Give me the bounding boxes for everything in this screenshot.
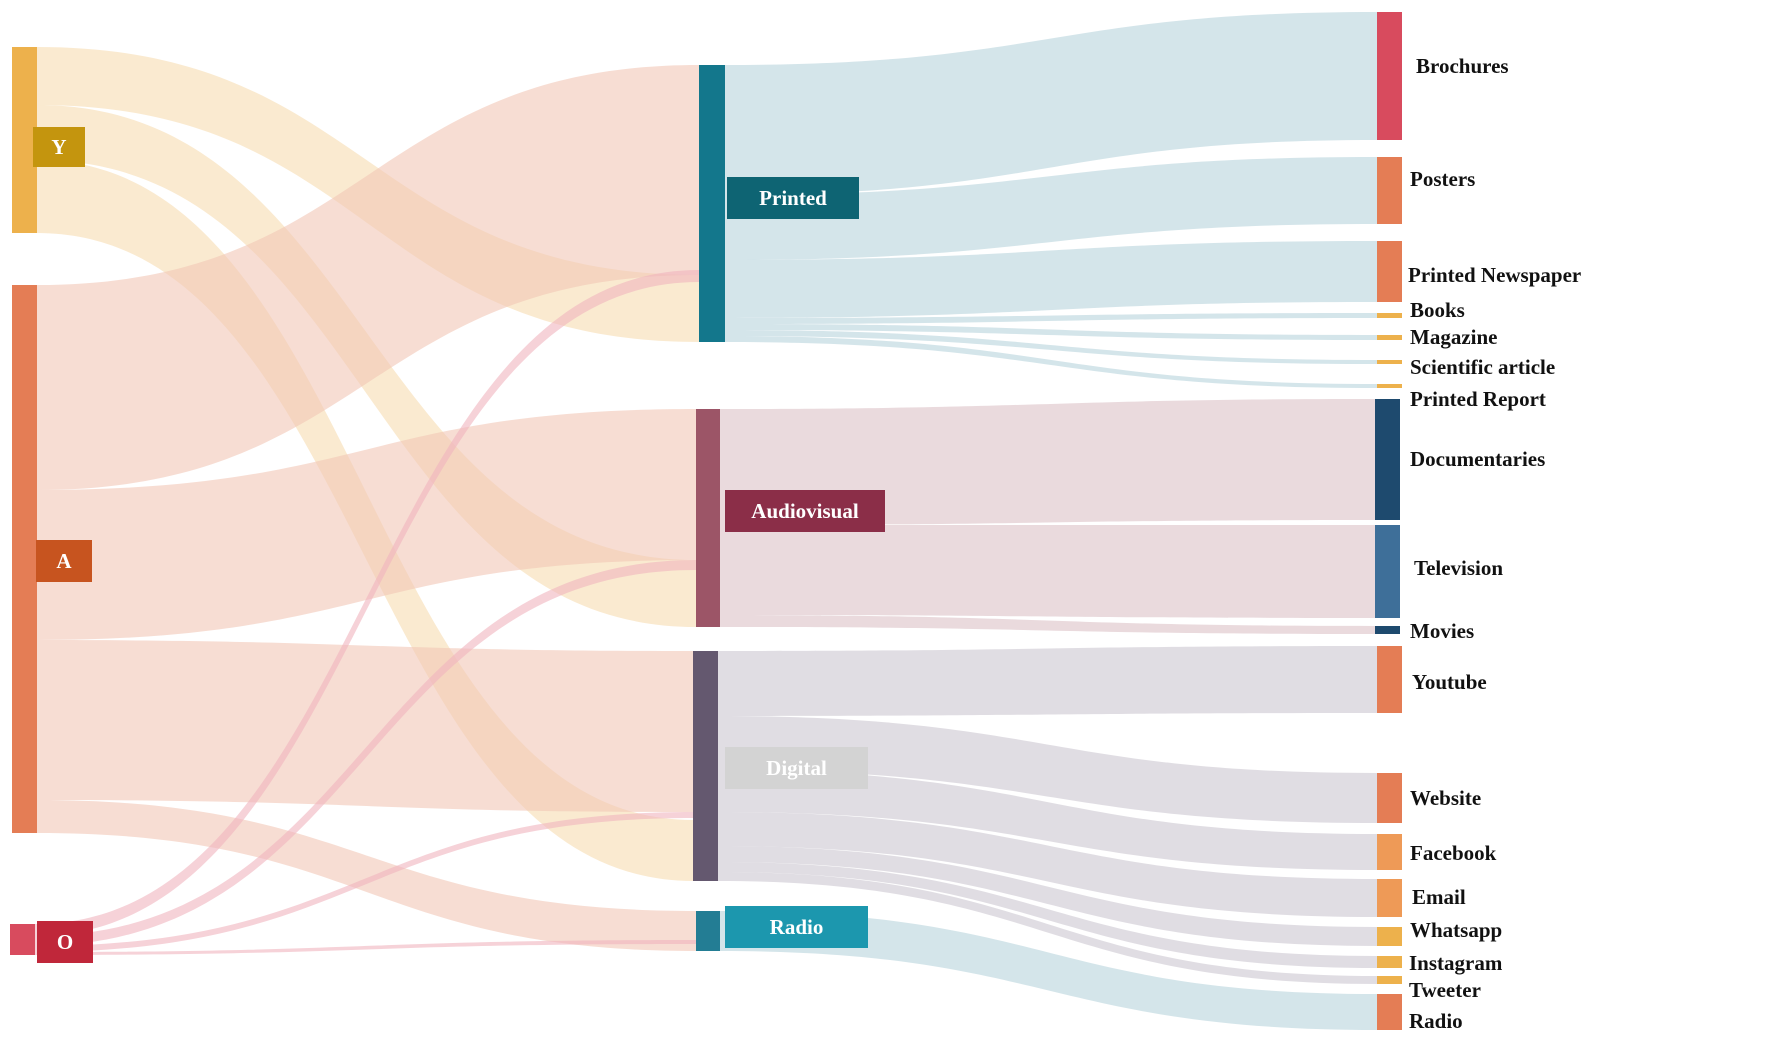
channel-label-documentaries: Documentaries [1410, 447, 1545, 471]
channel-label-website: Website [1410, 786, 1481, 810]
channel-label-posters: Posters [1410, 167, 1475, 191]
node-bar-facebook [1377, 834, 1402, 870]
node-bar-posters [1377, 157, 1402, 224]
channel-label-magazine: Magazine [1410, 325, 1497, 349]
channel-label-printed-newspaper: Printed Newspaper [1408, 263, 1581, 287]
node-label-y: Y [33, 127, 85, 167]
node-bar-books [1377, 313, 1402, 318]
node-bar-printed-report [1377, 384, 1402, 388]
node-bar-radio [696, 911, 720, 951]
channel-label-whatsapp: Whatsapp [1410, 918, 1502, 942]
node-label-a: A [36, 540, 92, 582]
node-label-text-y: Y [51, 135, 66, 159]
node-bar-brochures [1377, 12, 1402, 140]
node-bar-digital [693, 651, 718, 881]
node-bar-scientific-article [1377, 360, 1402, 364]
link-a-to-printed [37, 65, 699, 490]
channel-label-youtube: Youtube [1412, 670, 1487, 694]
channel-label-email: Email [1412, 885, 1466, 909]
node-bar-movies [1375, 626, 1400, 634]
node-label-printed: Printed [727, 177, 859, 219]
channel-label-books: Books [1410, 298, 1465, 322]
link-digital-to-youtube [718, 646, 1377, 716]
node-bars [10, 12, 1402, 1030]
link-printed-to-printed-newspaper [725, 241, 1377, 318]
link-digital-to-email [718, 812, 1377, 917]
node-label-audiovisual: Audiovisual [725, 490, 885, 532]
link-printed-to-brochures [725, 12, 1377, 195]
node-label-o: O [37, 921, 93, 963]
node-labels: Y A O Printed Audiovisual Digital Radio Brochur… [33, 54, 1581, 1033]
link-digital-to-website [718, 716, 1377, 823]
node-bar-documentaries [1375, 399, 1400, 520]
link-a-to-audiovisual [37, 409, 696, 640]
channel-label-printed-report: Printed Report [1410, 387, 1546, 411]
link-digital-to-tweeter [718, 872, 1377, 984]
node-bar-television [1375, 525, 1400, 618]
channel-label-movies: Movies [1410, 619, 1474, 643]
node-bar-y [12, 47, 37, 233]
link-digital-to-instagram [718, 862, 1377, 968]
node-bar-email [1377, 879, 1402, 917]
node-bar-instagram [1377, 956, 1402, 968]
channel-label-instagram: Instagram [1409, 951, 1503, 975]
node-bar-whatsapp [1377, 927, 1402, 946]
channel-label-facebook: Facebook [1410, 841, 1497, 865]
channel-label-radio-channel: Radio [1409, 1009, 1463, 1033]
channel-label-television: Television [1414, 556, 1503, 580]
node-bar-website [1377, 773, 1402, 823]
channel-label-tweeter: Tweeter [1409, 978, 1481, 1002]
channel-label-brochures: Brochures [1416, 54, 1509, 78]
node-bar-o [10, 924, 35, 955]
link-radio-to-radio-channel [720, 911, 1377, 1030]
node-label-text-a: A [56, 549, 72, 573]
channel-label-scientific-article: Scientific article [1410, 355, 1555, 379]
node-label-text-audiovisual: Audiovisual [751, 499, 859, 523]
link-audiovisual-to-movies [720, 615, 1375, 634]
node-bar-printed [699, 65, 725, 342]
node-label-text-o: O [57, 930, 73, 954]
node-bar-radio-channel [1377, 994, 1402, 1030]
link-digital-to-facebook [718, 770, 1377, 870]
node-label-text-printed: Printed [759, 186, 827, 210]
link-o-to-printed [35, 270, 699, 936]
link-a-to-radio [37, 800, 696, 951]
link-printed-to-printed-report [725, 336, 1377, 388]
node-bar-youtube [1377, 646, 1402, 713]
link-printed-to-posters [725, 157, 1377, 260]
node-bar-tweeter [1377, 976, 1402, 984]
node-label-digital: Digital [725, 747, 868, 789]
node-bar-printed-newspaper [1377, 241, 1402, 302]
node-bar-a [12, 285, 37, 833]
node-bar-magazine [1377, 335, 1402, 340]
link-printed-to-magazine [725, 324, 1377, 340]
link-digital-to-whatsapp [718, 846, 1377, 946]
link-printed-to-books [725, 313, 1377, 324]
link-audiovisual-to-television [720, 525, 1375, 618]
link-printed-to-scientific-article [725, 330, 1377, 364]
node-bar-audiovisual [696, 409, 720, 627]
link-a-to-digital [37, 640, 693, 812]
node-label-radio: Radio [725, 906, 868, 948]
link-o-to-audiovisual [35, 560, 696, 946]
link-o-to-radio [35, 940, 696, 955]
link-o-to-digital [35, 812, 693, 952]
node-label-text-radio: Radio [770, 915, 824, 939]
links-media-to-channel [718, 12, 1377, 1030]
links-demographic-to-media [35, 47, 699, 955]
node-label-text-digital: Digital [766, 756, 827, 780]
